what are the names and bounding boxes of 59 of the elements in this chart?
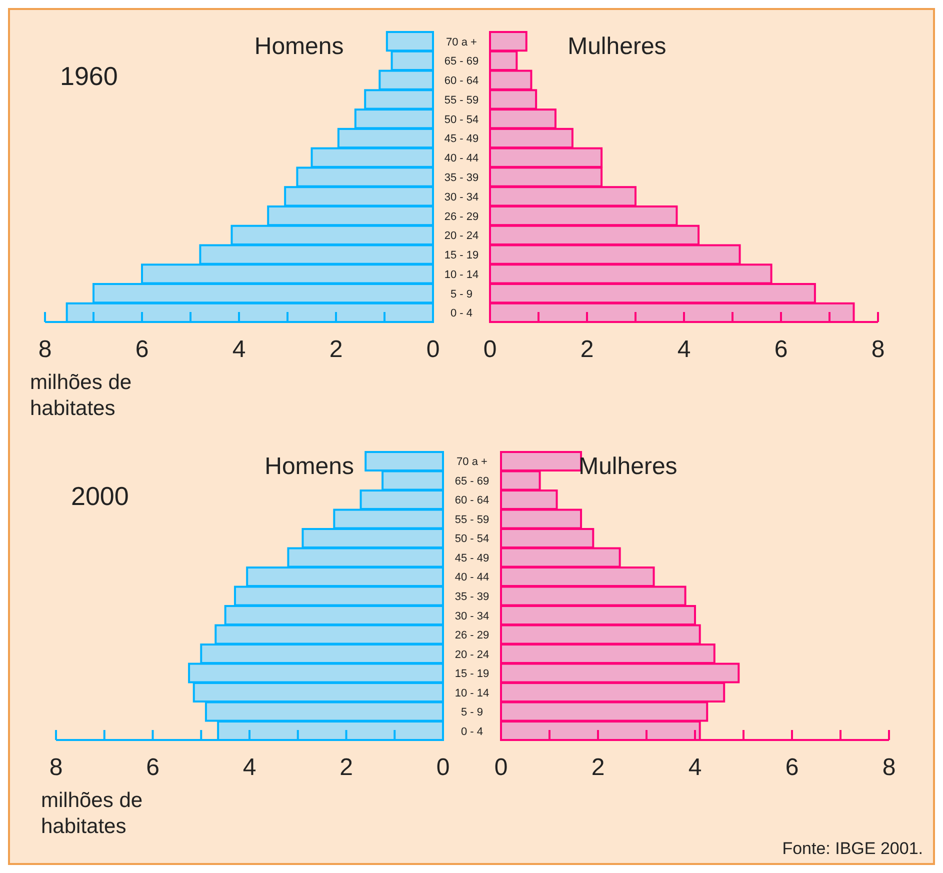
- y-tick-label: 10 - 14: [454, 687, 490, 700]
- series-label: Mulheres: [578, 453, 678, 480]
- y-tick-label: 45 - 49: [444, 133, 479, 146]
- x-tick-label: 4: [688, 754, 702, 781]
- x-tick-label: 8: [882, 754, 896, 781]
- x-tick-label: 4: [232, 336, 246, 363]
- x-tick-label: 2: [340, 754, 353, 781]
- x-axis-title: milhões de habitates: [41, 789, 143, 838]
- y-tick-label: 50 - 54: [454, 533, 490, 546]
- y-tick-label: 45 - 49: [454, 552, 490, 564]
- x-tick-label: 6: [785, 754, 799, 781]
- x-tick-label: 4: [242, 754, 256, 781]
- y-tick-label: 20 - 24: [454, 648, 490, 661]
- y-tick-label: 5 - 9: [450, 288, 473, 300]
- y-tick-label: 60 - 64: [444, 75, 479, 88]
- y-tick-label: 0 - 4: [450, 308, 473, 320]
- y-tick-label: 35 - 39: [454, 591, 490, 603]
- x-tick-label: 2: [329, 336, 343, 363]
- x-tick-label: 2: [580, 336, 594, 363]
- x-tick-label: 6: [774, 336, 788, 363]
- text: 1960: [60, 61, 118, 91]
- y-tick-label: 10 - 14: [444, 268, 479, 281]
- x-tick-label: 0: [426, 336, 440, 363]
- x-tick-label: 4: [677, 336, 691, 363]
- series-label: Homens: [264, 453, 354, 480]
- y-tick-label: 15 - 19: [444, 250, 479, 262]
- y-tick-label: 55 - 59: [444, 94, 479, 106]
- series-label: Homens: [254, 33, 344, 60]
- y-tick-label: 0 - 4: [460, 726, 484, 738]
- x-tick-label: 0: [483, 336, 497, 363]
- y-tick-label: 35 - 39: [444, 172, 479, 184]
- x-tick-label: 0: [494, 754, 508, 781]
- y-tick-label: 15 - 19: [454, 668, 490, 680]
- y-tick-label: 65 - 69: [454, 475, 490, 488]
- y-tick-label: 60 - 64: [454, 494, 490, 507]
- series-label: Mulheres: [568, 33, 666, 60]
- y-tick-label: 65 - 69: [444, 56, 479, 68]
- y-tick-label: 30 - 34: [444, 191, 479, 204]
- y-tick-label: 55 - 59: [454, 514, 490, 526]
- y-tick-label: 40 - 44: [454, 572, 490, 584]
- y-tick-label: 20 - 24: [444, 230, 479, 242]
- y-tick-label: 30 - 34: [454, 610, 490, 622]
- text: 2000: [71, 481, 129, 511]
- x-tick-label: 6: [135, 336, 149, 363]
- x-tick-label: 8: [871, 336, 885, 363]
- x-tick-label: 8: [49, 754, 63, 781]
- x-tick-label: 8: [38, 336, 52, 363]
- x-tick-label: 6: [146, 754, 160, 781]
- source-note: Fonte: IBGE 2001.: [782, 839, 923, 858]
- y-tick-label: 50 - 54: [444, 114, 479, 126]
- y-tick-label: 26 - 29: [444, 210, 479, 223]
- x-axis-title: milhões de habitates: [30, 371, 132, 420]
- y-tick-label: 26 - 29: [454, 630, 490, 642]
- y-tick-label: 70 a +: [446, 36, 477, 48]
- y-tick-label: 70 a +: [456, 456, 488, 468]
- x-tick-label: 0: [436, 754, 450, 781]
- x-tick-label: 2: [591, 754, 605, 781]
- y-tick-label: 40 - 44: [444, 152, 479, 165]
- y-tick-label: 5 - 9: [460, 706, 484, 719]
